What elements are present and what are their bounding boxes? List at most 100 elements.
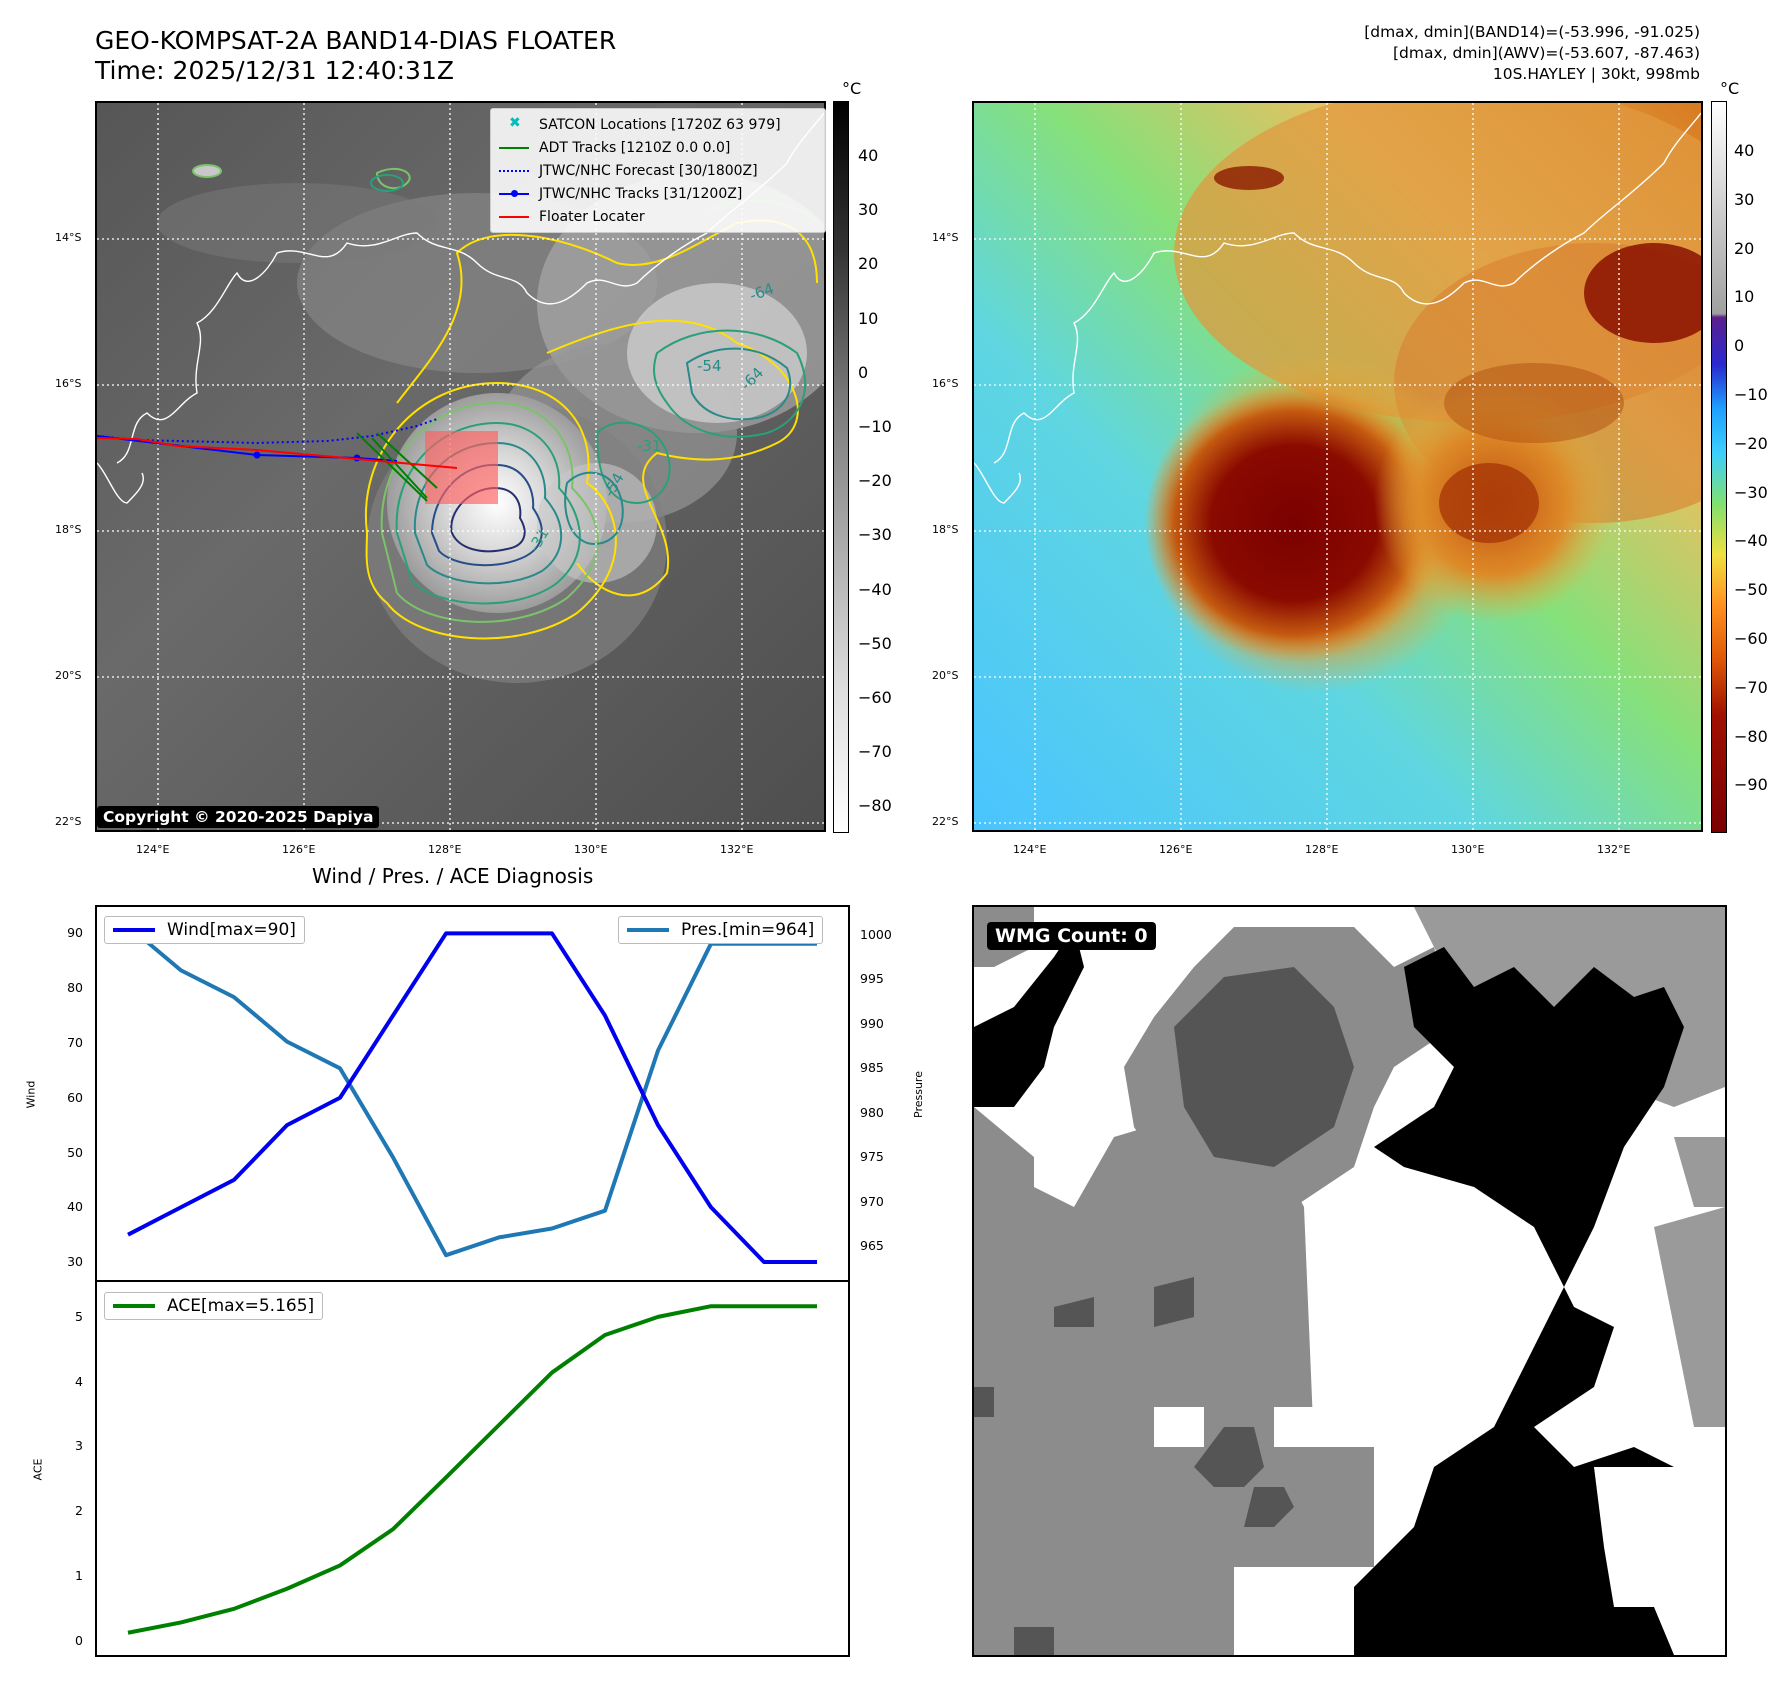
legend-item: ADT Tracks [1210Z 0.0 0.0] xyxy=(499,136,817,159)
colorbar-tick: −90 xyxy=(1734,775,1768,795)
colorbar-tick: 30 xyxy=(858,200,879,220)
lat-tick: 20°S xyxy=(55,669,82,682)
colorbar-tick: −80 xyxy=(1734,726,1768,746)
lon-tick: 124°E xyxy=(1013,843,1047,856)
ace-tick: 5 xyxy=(75,1308,83,1324)
colorbar-tick: 10 xyxy=(858,308,879,328)
pressure-tick: 1000 xyxy=(860,926,892,942)
x-marker-icon: ✖ xyxy=(509,114,521,131)
pressure-tick: 990 xyxy=(860,1015,884,1031)
colorbar-tick: 10 xyxy=(1734,287,1755,307)
colorbar-tick: −60 xyxy=(1734,629,1768,648)
lon-tick: 126°E xyxy=(1159,843,1193,856)
chart-info: [dmax, dmin](BAND14)=(-53.996, -91.025)[… xyxy=(1364,23,1700,83)
copyright-badge: Copyright © 2020-2025 Dapiya xyxy=(97,806,380,828)
wind-axis-label: Wind xyxy=(24,1080,38,1109)
line-swatch-icon xyxy=(113,1304,155,1308)
ace-axis-label: ACE xyxy=(31,1458,45,1481)
pressure-axis-label: Pressure xyxy=(911,1071,925,1118)
wind-tick: 80 xyxy=(67,980,83,996)
contour-label: -31 xyxy=(637,437,662,455)
ace-series-line xyxy=(127,1304,817,1635)
wind-tick: 40 xyxy=(67,1199,83,1215)
lon-tick: 130°E xyxy=(574,843,608,856)
ace-tick: 1 xyxy=(75,1567,83,1583)
lat-tick: 16°S xyxy=(932,377,959,390)
wind-tick: 50 xyxy=(67,1144,83,1160)
awv-map-panel xyxy=(972,101,1703,832)
lat-tick: 16°S xyxy=(55,377,82,390)
lat-tick: 22°S xyxy=(55,815,82,828)
colorbar-tick: 30 xyxy=(1734,189,1755,209)
grayscale-colorbar xyxy=(833,101,849,833)
line-swatch-icon xyxy=(627,928,669,932)
lon-tick: 132°E xyxy=(720,843,754,856)
diagnosis-title: Wind / Pres. / ACE Diagnosis xyxy=(312,864,594,888)
wmg-image xyxy=(974,907,1725,1655)
wind-tick: 90 xyxy=(67,925,83,941)
ir-map-image: -64 -54 -64 -31 -54 -31 xyxy=(97,103,824,830)
wmg-panel xyxy=(972,905,1727,1657)
colorbar-tick: 20 xyxy=(858,254,879,274)
legend-item: Floater Locater xyxy=(499,205,817,228)
colorbar-tick: −40 xyxy=(1734,531,1768,551)
ace-tick: 4 xyxy=(75,1373,83,1389)
lon-tick: 130°E xyxy=(1451,843,1485,856)
lat-tick: 14°S xyxy=(55,231,82,244)
pressure-tick: 965 xyxy=(860,1238,884,1254)
lon-tick: 128°E xyxy=(1305,843,1339,856)
colorbar-tick: −30 xyxy=(858,525,892,545)
chart-title: GEO-KOMPSAT-2A BAND14-DIAS FLOATER Time: … xyxy=(95,26,617,85)
pressure-tick: 980 xyxy=(860,1104,884,1120)
ace-legend: ACE[max=5.165] xyxy=(104,1292,324,1320)
colorbar-tick: −20 xyxy=(1734,433,1768,453)
colorbar-tick: −30 xyxy=(1734,482,1768,502)
wind-legend: Wind[max=90] xyxy=(104,916,305,944)
pressure-tick: 975 xyxy=(860,1149,884,1165)
lat-tick: 20°S xyxy=(932,669,959,682)
lon-tick: 128°E xyxy=(428,843,462,856)
colorbar-tick: −70 xyxy=(1734,677,1768,697)
wind-series-line xyxy=(127,931,817,1265)
awv-colorbar xyxy=(1711,101,1727,833)
colorbar-tick: −40 xyxy=(858,579,892,599)
legend-item: JTWC/NHC Tracks [31/1200Z] xyxy=(499,182,817,205)
pressure-tick: 985 xyxy=(860,1060,884,1076)
lon-tick: 124°E xyxy=(136,843,170,856)
colorbar-tick: −80 xyxy=(858,796,892,816)
pres-legend: Pres.[min=964] xyxy=(618,916,824,944)
pressure-tick: 970 xyxy=(860,1193,884,1209)
wind-tick: 30 xyxy=(67,1254,83,1270)
lat-tick: 18°S xyxy=(55,523,82,536)
ir-map-panel: -64 -54 -64 -31 -54 -31 xyxy=(95,101,826,832)
lat-tick: 18°S xyxy=(932,523,959,536)
map-legend: ✖ SATCON Locations [1720Z 63 979] ADT Tra… xyxy=(490,108,826,233)
legend-item: JTWC/NHC Forecast [30/1800Z] xyxy=(499,159,817,182)
diagnosis-plot xyxy=(95,905,850,1657)
ace-tick: 3 xyxy=(75,1438,83,1454)
lon-tick: 126°E xyxy=(282,843,316,856)
colorbar-unit: °C xyxy=(1720,79,1740,98)
wind-tick: 70 xyxy=(67,1034,83,1050)
lat-tick: 22°S xyxy=(932,815,959,828)
pressure-tick: 995 xyxy=(860,971,884,987)
contour-label: -54 xyxy=(697,357,722,375)
colorbar-unit: °C xyxy=(842,79,862,98)
colorbar-tick: −50 xyxy=(1734,580,1768,600)
colorbar-tick: 20 xyxy=(1734,238,1755,258)
awv-map-image xyxy=(974,103,1701,830)
dot-line-icon xyxy=(499,188,529,200)
legend-item: ✖ SATCON Locations [1720Z 63 979] xyxy=(499,113,817,136)
colorbar-tick: 0 xyxy=(858,362,869,382)
solid-line-icon xyxy=(499,211,529,223)
colorbar-tick: −10 xyxy=(858,417,892,436)
lon-tick: 132°E xyxy=(1597,843,1631,856)
ace-tick: 2 xyxy=(75,1503,83,1519)
colorbar-tick: 40 xyxy=(1734,141,1755,160)
colorbar-tick: −10 xyxy=(1734,385,1768,404)
colorbar-tick: −70 xyxy=(858,742,892,762)
wind-tick: 60 xyxy=(67,1089,83,1105)
pressure-series-line xyxy=(126,924,817,1258)
dotted-line-icon xyxy=(499,165,529,177)
colorbar-tick: 0 xyxy=(1734,336,1745,356)
